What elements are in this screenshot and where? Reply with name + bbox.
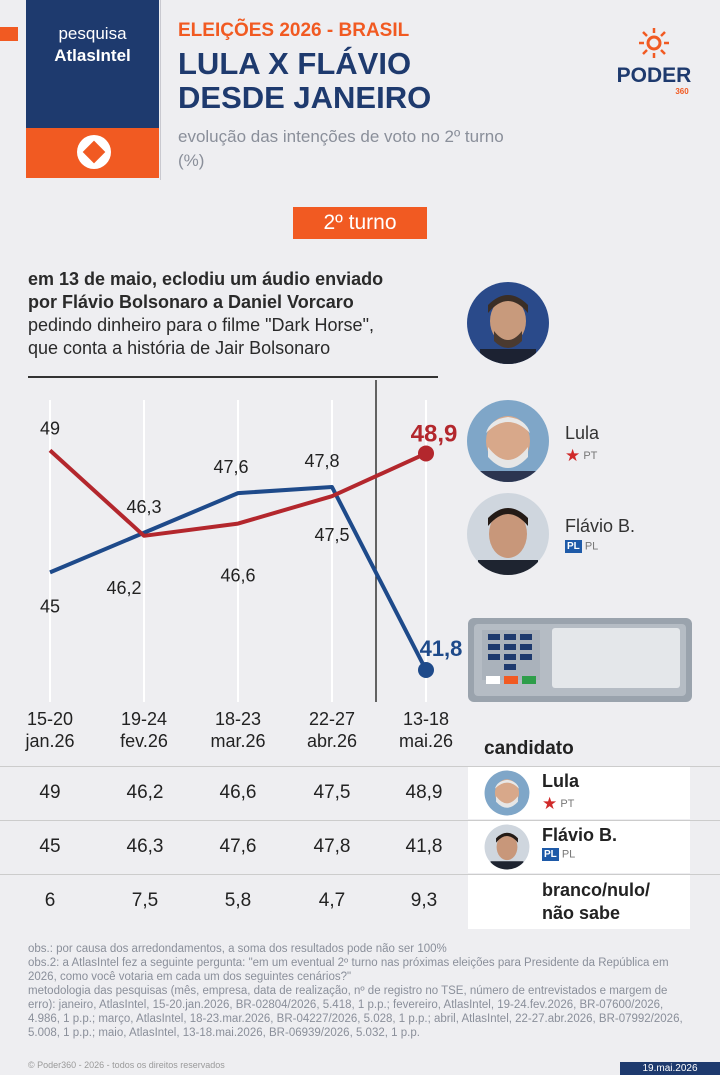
annotation-rule xyxy=(28,376,438,378)
table-cell: 46,2 xyxy=(126,782,164,803)
table-cell: 47,6 xyxy=(219,836,257,857)
page-title: LULA X FLÁVIO DESDE JANEIRO xyxy=(178,47,431,115)
x-tick-label: 18-23 mar.26 xyxy=(210,709,266,751)
data-label-lula: 46,2 xyxy=(106,578,141,598)
table-cell: 48,9 xyxy=(405,782,443,803)
annotation-line2: por Flávio Bolsonaro a Daniel Vorcaro xyxy=(28,292,354,312)
legend-flavio-party: PL PL xyxy=(565,540,598,553)
table-cell: 46,3 xyxy=(126,836,164,857)
line-chart: 49 46,2 46,6 47,5 48,9 45 46,3 47,6 47,8 41,8 xyxy=(40,380,463,702)
x-tick-label: 13-18 mai.26 xyxy=(398,709,454,751)
data-label-lula: 46,6 xyxy=(220,566,255,586)
flavio-photo xyxy=(467,493,549,575)
pt-star-icon: ★ xyxy=(565,446,581,465)
annotation-line1: em 13 de maio, eclodiu um áudio enviado xyxy=(28,269,384,289)
data-label-lula: 48,9 xyxy=(411,420,458,447)
poder360-logo: PODER 360 xyxy=(617,28,692,96)
table-candidate-lula: Lula ★ PT xyxy=(468,767,690,819)
data-label-flavio: 45 xyxy=(40,596,60,616)
vorcaro-photo xyxy=(467,282,549,364)
lula-thumb xyxy=(484,770,530,816)
data-label-lula: 49 xyxy=(40,418,60,438)
note-obs1: obs.: por causa dos arredondamentos, a s… xyxy=(28,943,447,955)
table-row: 6 7,5 5,8 4,7 9,3 branco/nulo/ não sabe xyxy=(0,874,720,930)
table-other-label: branco/nulo/ não sabe xyxy=(542,879,650,925)
logo-text: PODER xyxy=(617,64,692,87)
table-other-line2: não sabe xyxy=(542,903,621,923)
pl-logo-icon: PL xyxy=(542,848,559,861)
data-point-flavio xyxy=(418,662,434,678)
table-cell: 41,8 xyxy=(405,836,443,857)
legend-flavio-party-text: PL xyxy=(584,540,599,553)
sun-icon xyxy=(639,28,669,58)
table-flavio-party-text: PL xyxy=(561,848,576,861)
data-label-lula: 47,5 xyxy=(314,525,349,545)
note-methodology: metodologia das pesquisas (mês, empresa,… xyxy=(28,985,683,1039)
table-cell: 7,5 xyxy=(131,890,159,911)
table-lula-name: Lula xyxy=(542,771,580,791)
data-label-flavio: 46,3 xyxy=(126,497,161,517)
flavio-thumb xyxy=(484,824,530,870)
x-tick-label: 19-24 fev.26 xyxy=(120,709,168,751)
table-cell: 46,6 xyxy=(219,782,257,803)
logo-number: 360 xyxy=(675,87,689,96)
voting-machine-icon xyxy=(468,618,692,702)
table-header-candidate: candidato xyxy=(484,738,574,759)
legend-lula-party-text: PT xyxy=(583,449,598,462)
lula-photo xyxy=(467,400,549,482)
legend-lula-party: ★ PT xyxy=(565,446,597,466)
title-line2: DESDE JANEIRO xyxy=(178,80,432,115)
annotation-text: em 13 de maio, eclodiu um áudio enviado … xyxy=(28,268,448,360)
table-candidate-other: branco/nulo/ não sabe xyxy=(468,875,690,929)
table-cell: 5,8 xyxy=(224,890,252,911)
badge-line1: pesquisa xyxy=(58,24,127,43)
table-cell: 4,7 xyxy=(318,890,346,911)
pl-logo-icon: PL xyxy=(565,540,582,553)
table-cell: 47,5 xyxy=(313,782,351,803)
table-lula-party-text: PT xyxy=(560,797,575,810)
table-other-line1: branco/nulo/ xyxy=(542,880,650,900)
data-point-lula xyxy=(418,445,434,462)
x-tick-label: 15-20 jan.26 xyxy=(25,709,75,751)
table-cell: 49 xyxy=(39,782,61,803)
annotation-line4: que conta a história de Jair Bolsonaro xyxy=(28,338,331,358)
x-tick-label: 22-27 abr.26 xyxy=(306,709,358,751)
table-flavio-party: PL PL xyxy=(542,848,575,861)
turno-badge: 2º turno xyxy=(293,207,427,239)
series-line-lula xyxy=(48,448,427,538)
note-obs2: obs.2: a AtlasIntel fez a seguinte pergu… xyxy=(28,957,669,983)
subtitle-line1: evolução das intenções de voto no 2º tur… xyxy=(178,127,504,146)
data-label-flavio: 41,8 xyxy=(420,636,463,661)
subtitle-line2: (%) xyxy=(178,151,205,170)
title-line1: LULA X FLÁVIO xyxy=(178,46,412,81)
kicker: ELEIÇÕES 2026 - BRASIL xyxy=(178,20,410,41)
table-cell: 47,8 xyxy=(313,836,351,857)
table-flavio-name: Flávio B. xyxy=(542,825,618,845)
header-divider xyxy=(160,0,161,180)
atlasintel-logo-icon xyxy=(26,128,159,178)
notes: obs.: por causa dos arredondamentos, a s… xyxy=(28,942,698,1040)
data-label-flavio: 47,6 xyxy=(213,457,248,477)
publish-date: 19.mai.2026 xyxy=(620,1062,720,1075)
pt-star-icon: ★ xyxy=(542,794,558,813)
table-cell: 6 xyxy=(44,890,56,911)
table-lula-party: ★ PT xyxy=(542,794,574,814)
table-cell: 45 xyxy=(39,836,61,857)
legend-lula-name: Lula xyxy=(565,423,600,443)
table-row: 49 46,2 46,6 47,5 48,9 Lula ★ PT xyxy=(0,766,720,819)
table-candidate-flavio: Flávio B. PL PL xyxy=(468,821,690,873)
table-row: 45 46,3 47,6 47,8 41,8 Flávio B. PL PL xyxy=(0,820,720,873)
legend-flavio-name: Flávio B. xyxy=(565,516,636,536)
atlasintel-badge: pesquisa AtlasIntel xyxy=(26,0,159,178)
series-line-flavio xyxy=(49,485,428,671)
annotation-line3: pedindo dinheiro para o filme "Dark Hors… xyxy=(28,315,374,335)
badge-line2: AtlasIntel xyxy=(54,46,131,65)
orange-accent xyxy=(0,27,18,41)
subtitle: evolução das intenções de voto no 2º tur… xyxy=(178,125,598,173)
table-cell: 9,3 xyxy=(410,890,438,911)
data-label-flavio: 47,8 xyxy=(304,451,339,471)
copyright: © Poder360 - 2026 - todos os direitos re… xyxy=(28,1060,225,1070)
